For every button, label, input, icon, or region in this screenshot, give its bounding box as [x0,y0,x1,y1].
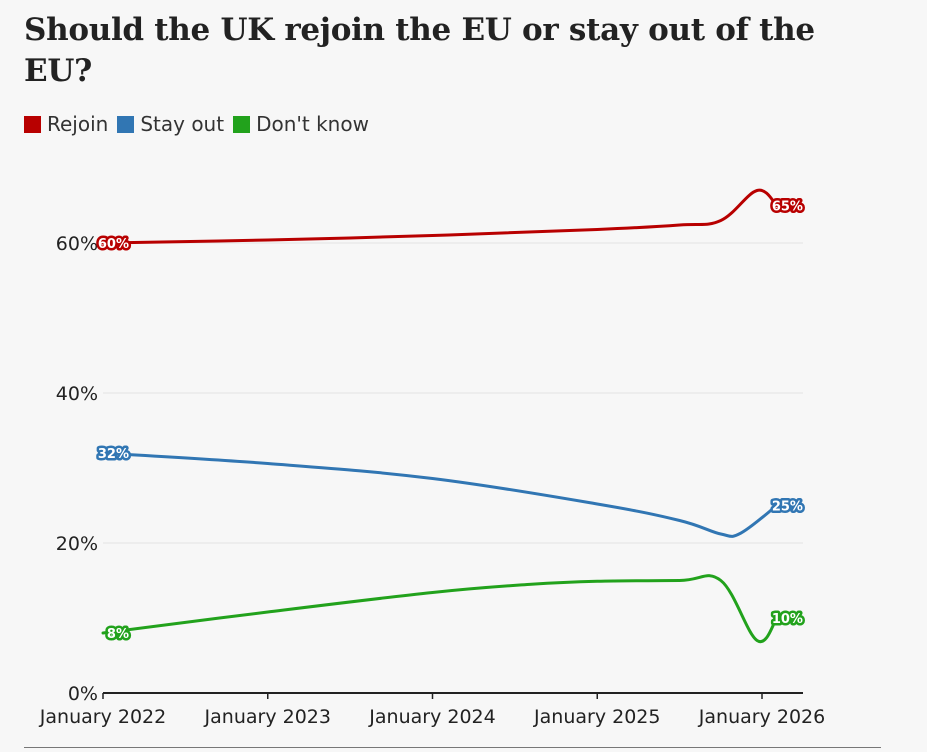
y-tick-label: 0% [68,683,98,705]
legend-item-stay-out: Stay out [117,112,224,136]
series-line-rejoin [101,188,779,245]
data-label-start-rejoin: 60% [98,237,129,252]
legend-swatch-stay-out [117,115,135,133]
x-tick-label: January 2026 [698,706,825,728]
data-label-end-stay-out: 25% [772,500,803,515]
x-tick-label: January 2023 [204,706,331,728]
series-line-stay-out [101,451,779,538]
data-label-start-don-t-know: 8% [107,627,129,642]
legend-label-stay-out: Stay out [140,112,225,136]
data-label-end-rejoin: 65% [772,200,803,215]
legend-swatch-dont-know [233,115,251,133]
data-label-end-don-t-know: 10% [772,612,803,627]
series-line-don-t-know [101,574,779,644]
bottom-divider [24,747,881,748]
x-tick-label: January 2022 [39,706,166,728]
legend-swatch-rejoin [24,115,41,133]
y-tick-label: 40% [56,383,98,405]
y-tick-label: 60% [56,233,98,255]
y-tick-label: 20% [56,533,98,555]
legend-item-dont-know: Don't know [233,112,369,136]
x-tick-label: January 2025 [533,706,660,728]
legend-label-dont-know: Don't know [256,112,369,136]
legend: Rejoin Stay out Don't know [24,112,378,136]
chart-title: Should the UK rejoin the EU or stay out … [24,12,815,89]
x-tick-label: January 2024 [368,706,495,728]
data-label-start-stay-out: 32% [98,447,129,462]
legend-item-rejoin: Rejoin [24,112,108,136]
legend-label-rejoin: Rejoin [47,112,109,136]
